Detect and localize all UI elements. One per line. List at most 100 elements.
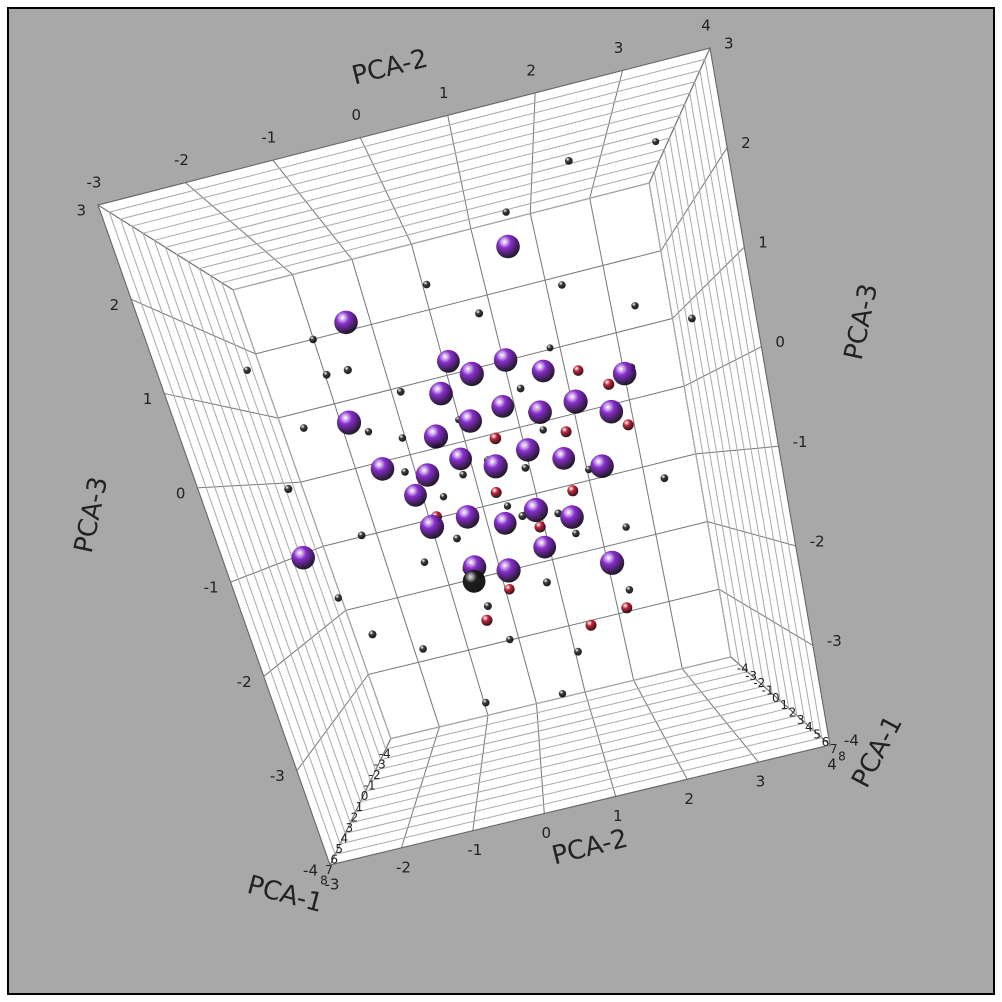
x-tick-label: 2 [789,706,797,720]
point [368,630,377,639]
point [599,399,624,424]
y-tick-label: 3 [756,773,766,791]
point [396,387,405,396]
point [504,584,515,595]
y-tick-label: 1 [613,807,623,825]
point [563,389,588,414]
point [534,521,546,533]
point [574,647,582,656]
y-tick-label: 0 [352,106,362,124]
point [343,365,352,375]
y-tick-label: 0 [542,824,552,842]
x-tick-label: 8 [838,750,846,764]
x-tick-label: -2 [753,676,765,690]
point [603,378,615,390]
z-tick-label: -3 [270,767,285,785]
point [401,468,409,476]
point [334,310,358,335]
point [528,400,552,425]
point [521,464,530,472]
point [300,424,308,432]
point [370,457,395,481]
point [419,514,445,539]
point [334,594,342,602]
point [415,463,440,487]
x-tick-label: 2 [351,810,359,824]
z-tick-label: 3 [76,202,86,220]
x-tick-label: 8 [320,874,328,888]
x-tick-label: 0 [772,691,780,705]
grid-ring [153,103,790,813]
z-tick-label: -4 [844,732,859,750]
point [453,534,461,543]
point [572,365,584,376]
z-tick-label: -4 [303,862,318,880]
y-tick-label: -1 [261,129,276,147]
point [585,619,597,631]
point [437,349,460,373]
grid-ring [232,182,732,740]
point [622,419,634,431]
x-tick-label: 3 [797,713,805,727]
point [533,535,557,559]
point [481,614,493,626]
point [291,545,316,570]
x-tick-label: 4 [340,831,348,845]
point [420,558,429,566]
point [490,487,502,498]
point [560,505,584,529]
point [429,381,453,406]
point [336,410,362,435]
grid-ring [142,92,798,824]
point [459,470,467,479]
points [243,138,696,707]
point [554,509,563,518]
x-tick-label: -1 [364,779,376,793]
x-tick-label: 1 [356,800,364,814]
point [516,438,540,462]
point [660,474,669,483]
grid-ring [187,137,765,782]
point [364,428,373,436]
point [523,497,549,523]
z-tick-label: -1 [204,579,219,597]
point [483,602,492,611]
point [422,280,431,289]
point [600,550,625,575]
grid-ring [108,58,823,856]
z-tick-label: -2 [237,673,252,691]
grid-ring [131,81,806,834]
y-tick-label: -3 [325,876,340,894]
grid-ring [221,171,740,750]
grid-ring [209,159,748,761]
point [542,578,551,587]
point [449,447,472,471]
grid-line [255,250,661,355]
point [564,157,573,165]
y-tick-label: 4 [827,756,837,774]
point [560,426,572,438]
point [482,698,490,707]
point [284,484,293,494]
x-tick-label: -3 [745,669,757,683]
point [539,426,547,434]
x-tick-label: -1 [762,684,774,698]
point [439,493,448,501]
point [506,635,514,644]
y-tick-label: -1 [467,841,482,859]
grid-line [410,243,537,704]
z-tick-label: 1 [143,390,153,408]
x-tick-label: -4 [737,662,749,676]
y-tick-label: 4 [701,17,711,35]
x-tick-label: -3 [374,758,386,772]
z-tick-label: -3 [827,632,842,650]
z-tick-label: 2 [110,296,120,314]
point [622,523,630,531]
x-tick-label: 7 [325,863,333,877]
point [516,384,525,393]
point [496,558,521,583]
point [493,348,518,372]
y-tick-label: -2 [396,858,411,876]
y-tick-label: 1 [439,84,449,102]
